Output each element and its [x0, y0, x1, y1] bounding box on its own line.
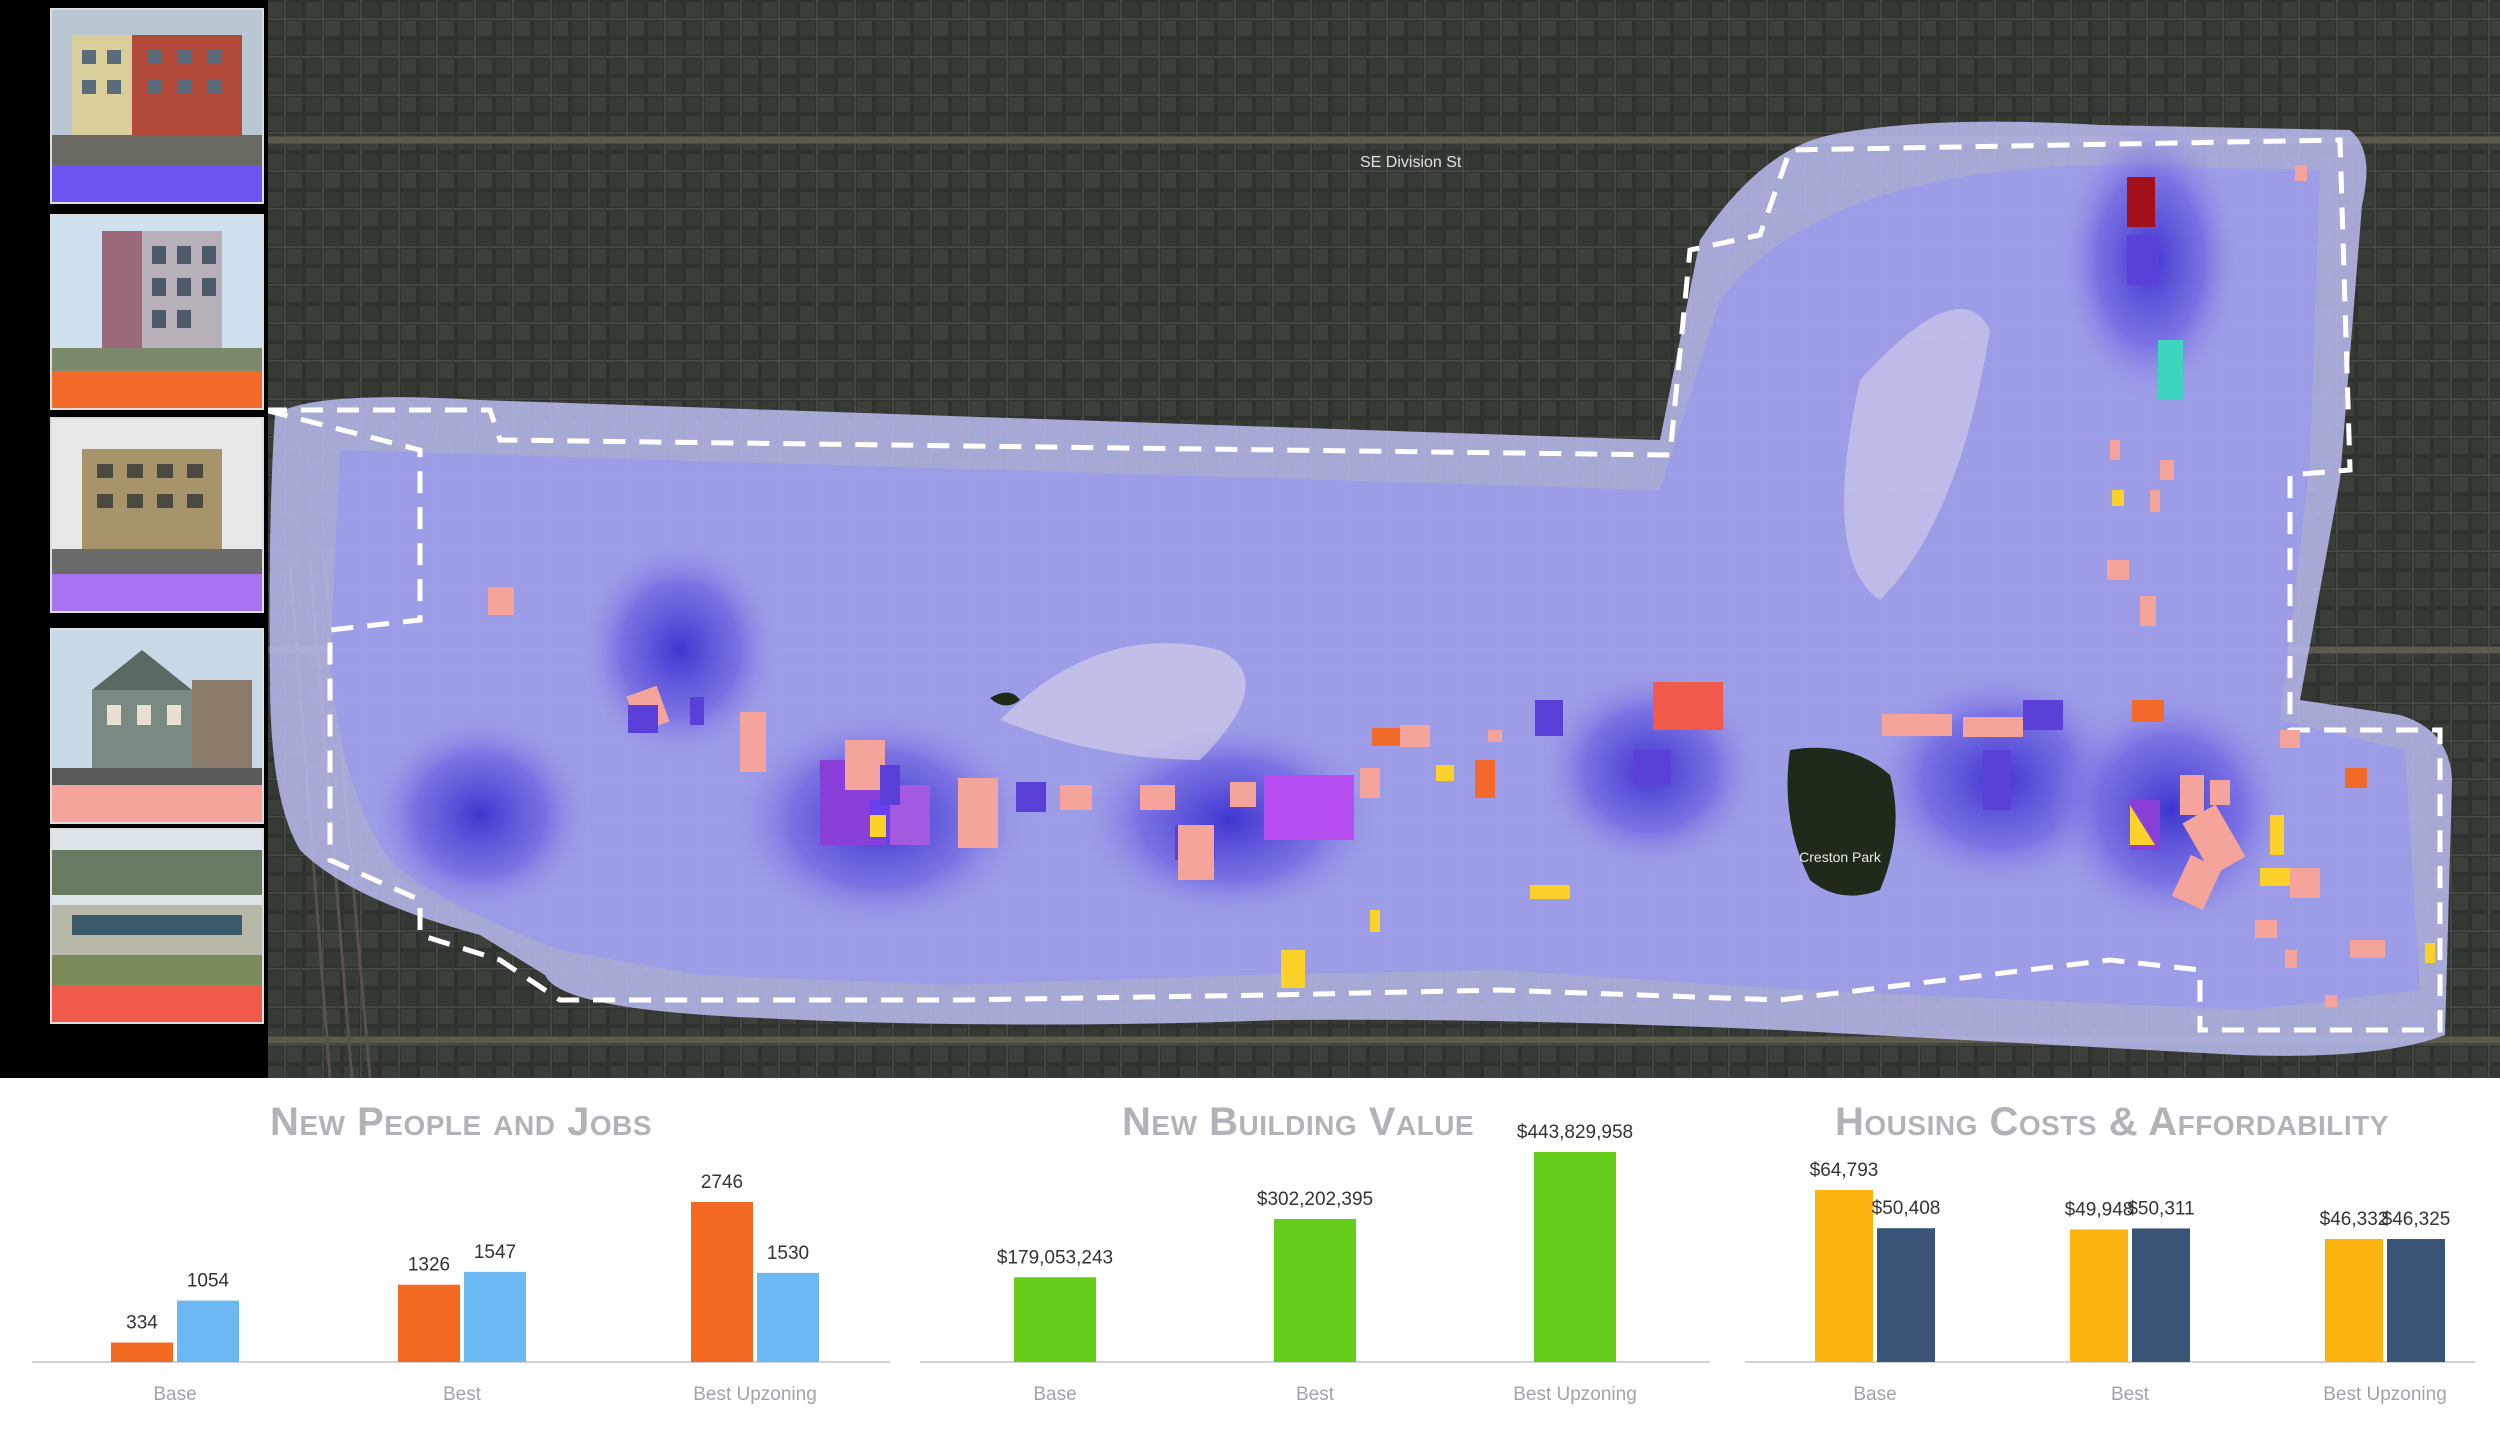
chart-0-bar — [757, 1272, 819, 1362]
thumbnail-mid-rise — [50, 417, 264, 613]
chart-1-bar — [1014, 1277, 1096, 1362]
low-density-patch — [1000, 643, 1246, 760]
swatch-orange — [52, 371, 262, 408]
chart-0-category-label: Base — [153, 1384, 196, 1405]
chart-2-data-label: $50,408 — [1872, 1198, 1941, 1219]
chart-2-category-label: Best Upzoning — [2323, 1384, 2447, 1405]
swatch-red — [52, 985, 262, 1022]
chart-0-data-label: 334 — [126, 1313, 158, 1334]
charts-panel: New People and Jobs New Building Value H… — [0, 1078, 2500, 1431]
chart-0-bar — [177, 1300, 239, 1362]
chart-2-category-label: Best — [2111, 1384, 2150, 1405]
chart-0-bar — [464, 1271, 526, 1362]
shopping-center-photo — [52, 830, 262, 985]
chart-1-category-label: Best — [1296, 1384, 1335, 1405]
thumbnail-victorian — [50, 628, 264, 824]
chart-0-data-label: 1054 — [187, 1271, 230, 1292]
swatch-lavender — [52, 574, 262, 611]
hotspot-cluster-6 — [2050, 690, 2290, 930]
chart-1-data-label: $443,829,958 — [1517, 1122, 1633, 1143]
chart-0-category-label: Best Upzoning — [693, 1384, 817, 1405]
mid-rise-corner-photo — [52, 419, 262, 574]
chart-0-data-label: 2746 — [701, 1172, 743, 1193]
chart-0-data-label: 1326 — [408, 1255, 450, 1276]
charts-svg: 334 1054 Base 1326 1547 Best 2746 1530 Best Upzo… — [32, 1122, 2475, 1405]
chart-1-bar — [1534, 1152, 1616, 1362]
aerial-map-svg: Creston Park SE Division St — [0, 0, 2500, 1078]
chart-2-bar — [2325, 1239, 2383, 1362]
chart-2-data-label: $64,793 — [1810, 1160, 1879, 1181]
low-density-patch-2 — [1844, 308, 1990, 600]
chart-0-bar — [691, 1202, 753, 1362]
chart-2-bar — [2132, 1228, 2190, 1362]
chart-0-category-label: Best — [443, 1384, 482, 1405]
chart-2-category-label: Base — [1853, 1384, 1896, 1405]
chart-2-data-label: $50,311 — [2127, 1198, 2194, 1219]
thumbnail-corner-apartment — [50, 214, 264, 410]
mixed-use-apartment-photo — [52, 10, 262, 165]
housing-chart-title: Housing Costs & Affordability — [1835, 1100, 2389, 1144]
chart-1-data-label: $179,053,243 — [997, 1247, 1113, 1268]
chart-2-data-label: $49,948 — [2065, 1199, 2134, 1220]
aerial-map[interactable]: Creston Park SE Division St — [0, 0, 2500, 1078]
chart-1-category-label: Best Upzoning — [1513, 1384, 1637, 1405]
people-jobs-chart-title: New People and Jobs — [270, 1100, 653, 1144]
small-park — [990, 692, 1020, 706]
swatch-pink — [52, 785, 262, 822]
chart-0-data-label: 1547 — [474, 1242, 516, 1263]
chart-2-bar — [1815, 1190, 1873, 1362]
park-label: Creston Park — [1799, 849, 1882, 865]
building-footprints — [488, 165, 2435, 1007]
chart-2-data-label: $46,325 — [2382, 1209, 2451, 1230]
victorian-storefront-photo — [52, 630, 262, 785]
chart-2-data-label: $46,332 — [2320, 1209, 2389, 1230]
thumbnail-mixed-use — [50, 8, 264, 204]
chart-2-bar — [2387, 1239, 2445, 1362]
chart-2-bar — [2070, 1229, 2128, 1362]
creston-park — [1787, 747, 1896, 896]
swatch-purple — [52, 165, 262, 202]
chart-1-bar — [1274, 1219, 1356, 1362]
street-label: SE Division St — [1360, 154, 1462, 171]
chart-0-bar — [111, 1342, 173, 1362]
building-type-legend — [0, 0, 268, 1078]
building-value-chart-title: New Building Value — [1122, 1100, 1475, 1144]
hotspot-west — [370, 715, 590, 915]
chart-2-bar — [1877, 1228, 1935, 1362]
chart-0-data-label: 1530 — [767, 1243, 809, 1264]
chart-1-data-label: $302,202,395 — [1257, 1189, 1373, 1210]
chart-1-category-label: Base — [1033, 1384, 1076, 1405]
thumbnail-shopping-center — [50, 828, 264, 1024]
hotspot-cluster-3 — [1080, 720, 1380, 920]
chart-0-bar — [398, 1284, 460, 1362]
corner-apartment-photo — [52, 216, 262, 371]
